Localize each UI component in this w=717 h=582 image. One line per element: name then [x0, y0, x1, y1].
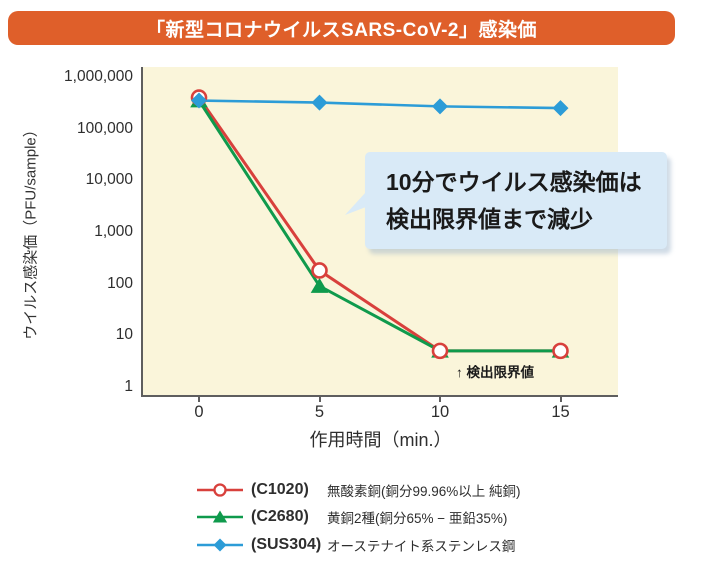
- callout-line-2: 検出限界値まで減少: [386, 206, 593, 232]
- red-circle-line-icon: [197, 482, 243, 497]
- callout-line-1: 10分でウイルス感染価は: [386, 169, 642, 195]
- circle-open-marker: [552, 342, 569, 360]
- title-banner: 「新型コロナウイルスSARS-CoV-2」感染価: [8, 11, 675, 45]
- page-title: 「新型コロナウイルスSARS-CoV-2」感染価: [146, 19, 537, 41]
- diamond-marker: [311, 94, 328, 111]
- legend-item-c1020: (C1020) 無酸素銅(銅分99.96%以上 純銅): [197, 480, 521, 499]
- series-line: [197, 99, 561, 353]
- circle-open-marker: [431, 342, 449, 360]
- diamond-marker: [432, 98, 448, 115]
- y-axis-line: [141, 67, 143, 397]
- y-tick-label: 1: [124, 378, 133, 395]
- callout-tail: [345, 192, 366, 215]
- x-tick-label: 5: [314, 403, 325, 421]
- x-tick-mark: [318, 397, 321, 402]
- triangle-marker: [310, 278, 329, 293]
- x-tick-label: 10: [430, 403, 450, 421]
- legend-code: (C1020): [251, 480, 309, 498]
- diamond-marker: [552, 100, 569, 117]
- x-tick-mark: [559, 397, 562, 402]
- y-tick-label: 100: [107, 274, 133, 292]
- x-axis-line: [141, 395, 618, 397]
- y-tick-label: 100,000: [76, 119, 133, 137]
- diamond-marker: [191, 92, 207, 109]
- legend-description: 無酸素銅(銅分99.96%以上 純銅): [327, 483, 521, 499]
- legend-item-c2680: (C2680) 黄銅2種(銅分65% − 亜鉛35%): [197, 508, 521, 527]
- chart-legend: (C1020) 無酸素銅(銅分99.96%以上 純銅) (C2680) 黄銅2種…: [197, 480, 521, 563]
- legend-description: オーステナイト系ステンレス鋼: [327, 538, 516, 554]
- x-tick-label: 0: [194, 403, 204, 421]
- legend-item-sus304: (SUS304) オーステナイト系ステンレス鋼: [197, 535, 521, 554]
- x-axis-label: 作用時間（min.）: [309, 430, 452, 450]
- x-tick-mark: [439, 397, 441, 402]
- y-tick-label: 10,000: [85, 171, 133, 189]
- legend-description: 黄銅2種(銅分65% − 亜鉛35%): [327, 511, 508, 526]
- circle-open-marker: [311, 262, 328, 279]
- blue-diamond-line-icon: [197, 538, 243, 551]
- green-triangle-line-icon: [197, 510, 243, 523]
- y-tick-label: 10: [115, 326, 133, 344]
- series-line: [198, 99, 561, 110]
- y-tick-label: 1,000,000: [64, 68, 133, 85]
- y-tick-label: 1,000: [94, 223, 133, 240]
- legend-code: (SUS304): [251, 535, 322, 553]
- detection-limit-annotation: ↑ 検出限界値: [456, 365, 535, 380]
- callout-bubble: 10分でウイルス感染価は 検出限界値まで減少: [345, 152, 667, 249]
- line-chart: [190, 89, 570, 360]
- x-tick-label: 15: [551, 403, 570, 421]
- x-tick-mark: [198, 397, 200, 402]
- legend-code: (C2680): [251, 508, 309, 525]
